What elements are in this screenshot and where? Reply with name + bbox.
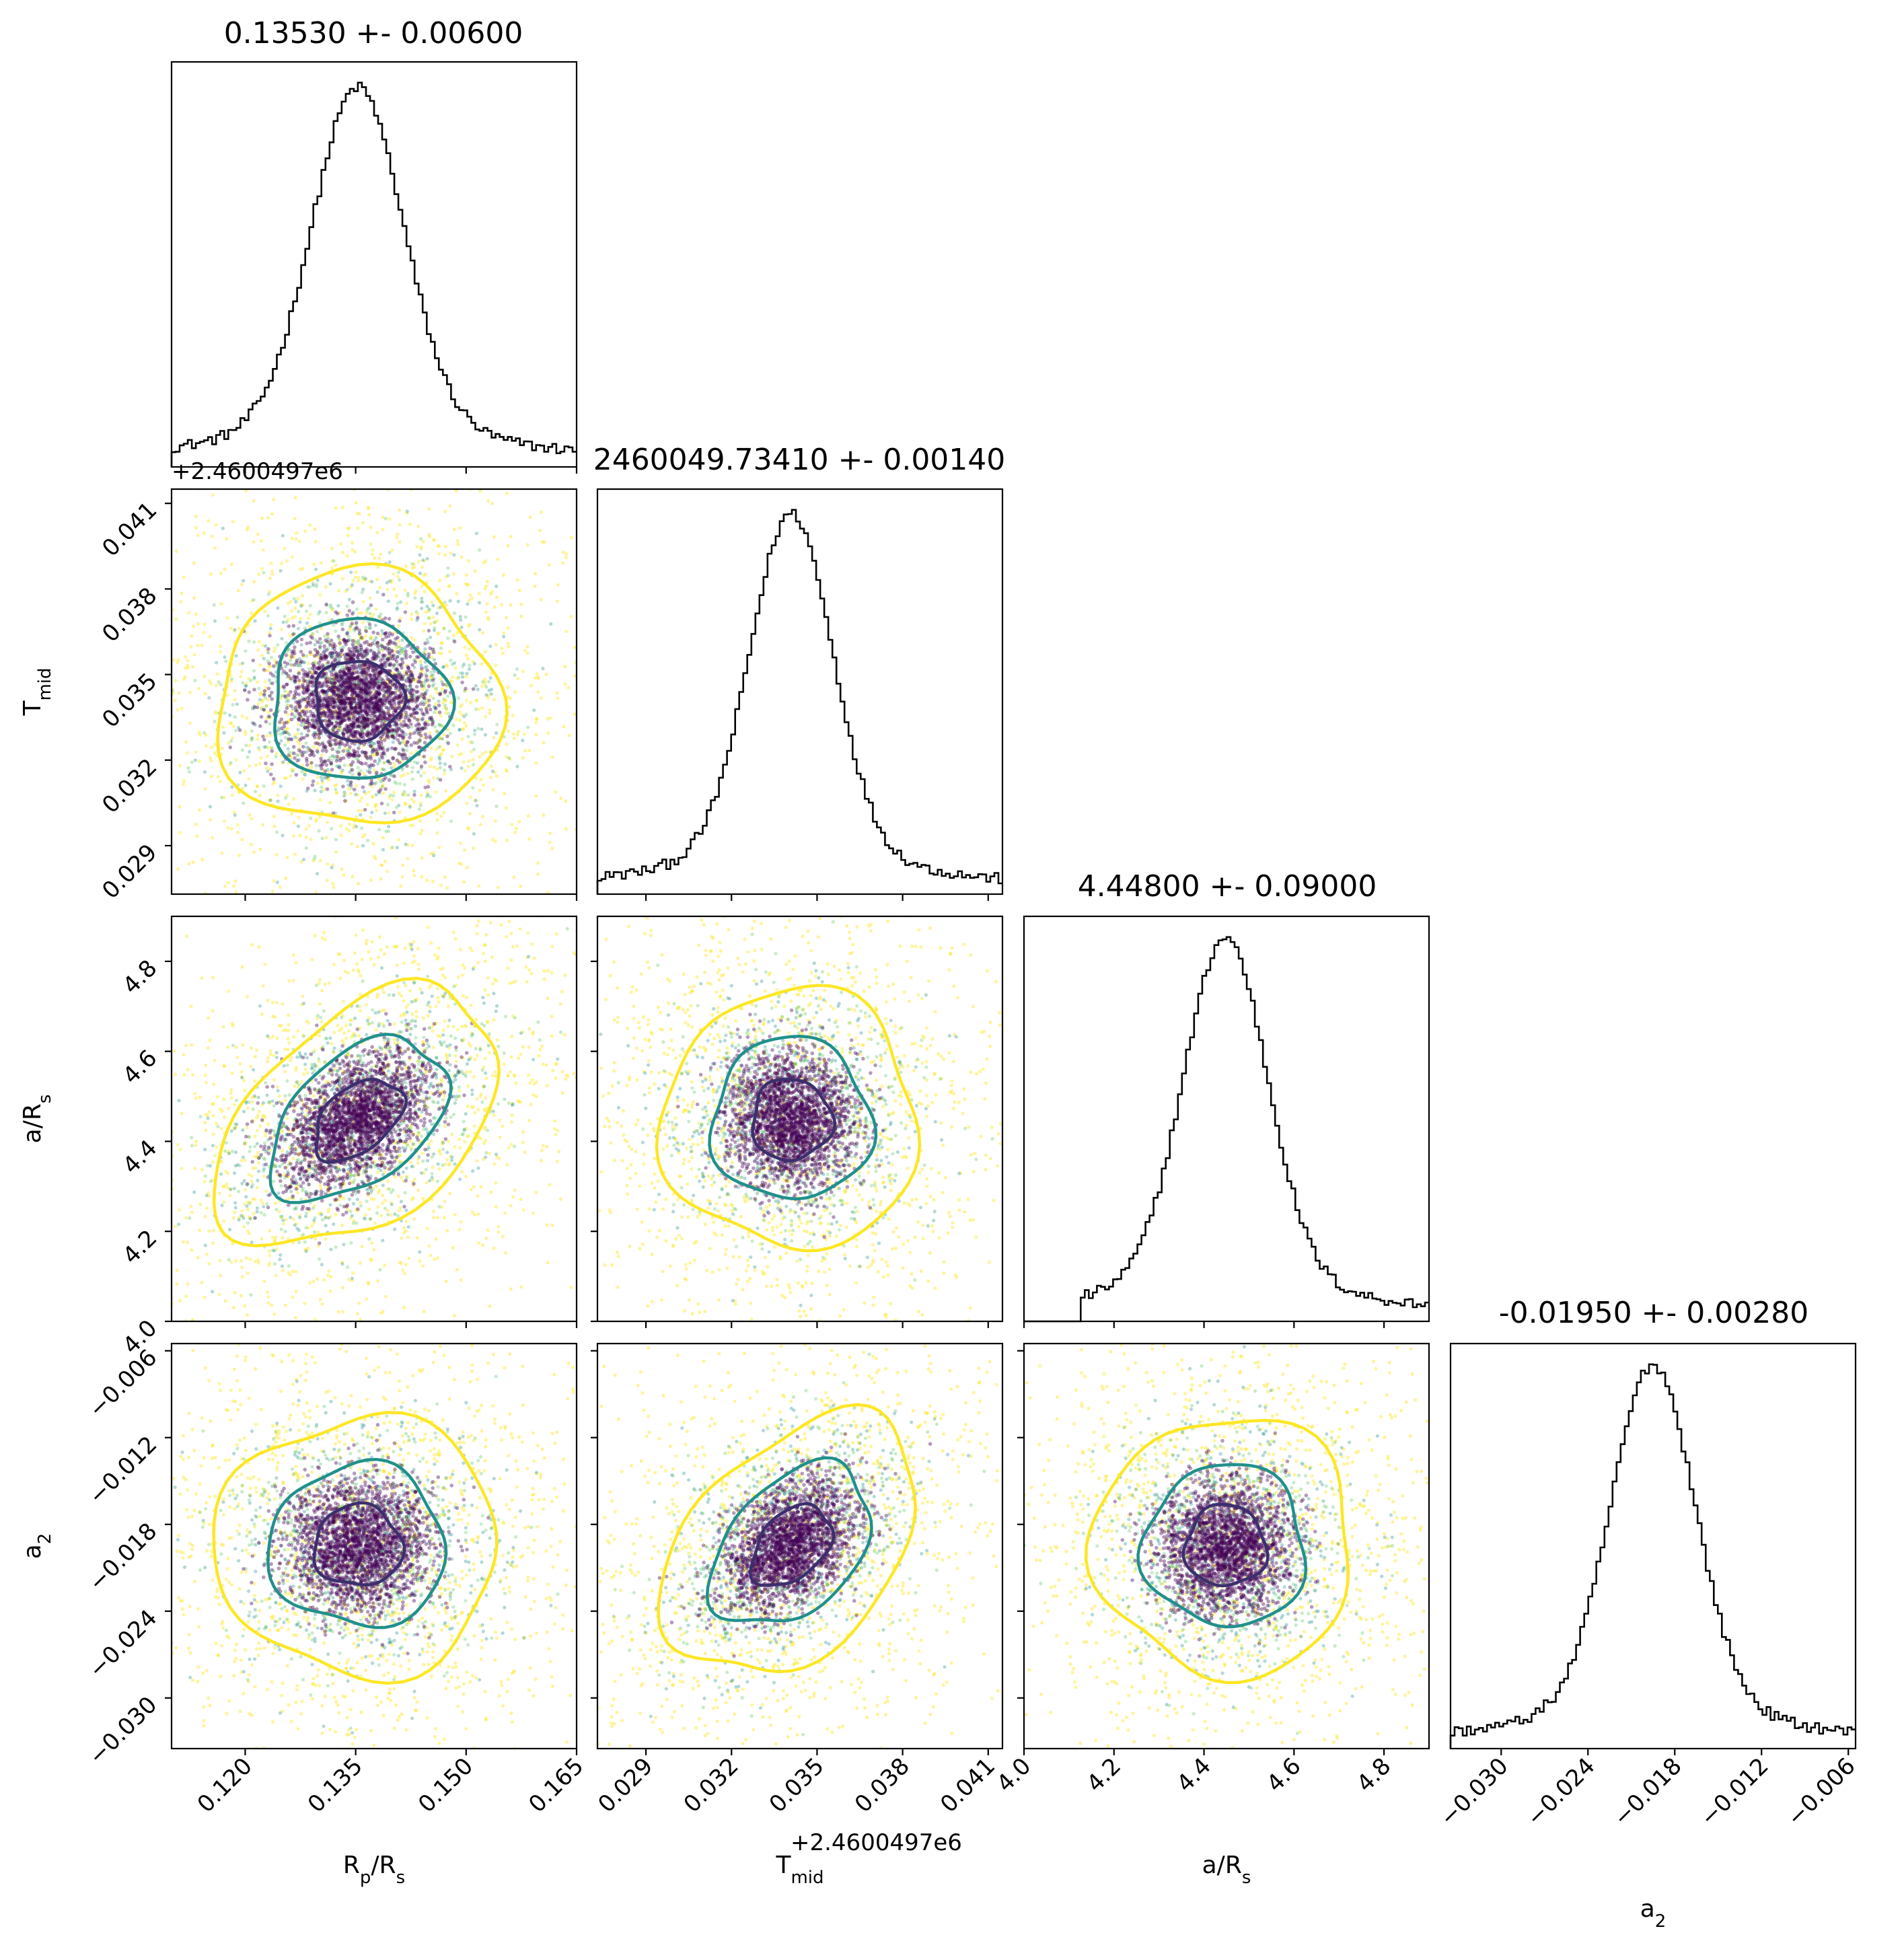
title-tmid: 2460049.73410 +- 0.00140 (593, 443, 1006, 477)
scatter-frame (596, 1342, 1004, 1750)
y-tick-label-a2: −0.018 (83, 1518, 162, 1597)
x-tick-label-tmid: 0.032 (679, 1753, 744, 1818)
x-tick-label-rp: 0.135 (303, 1753, 368, 1818)
contour-3-ars-a2 (1084, 1418, 1350, 1685)
offset-text-tmid-x: +2.4600497e6 (791, 1829, 962, 1856)
contour-3-tmid-ars (655, 984, 922, 1253)
corner-labels: 0.13530 +- 0.00600 2460049.73410 +- 0.00… (19, 16, 1861, 1932)
title-ars: 4.44800 +- 0.09000 (1078, 869, 1377, 904)
title-rp: 0.13530 +- 0.00600 (224, 16, 523, 50)
offset-text-tmid-y: +2.4600497e6 (172, 458, 343, 485)
x-tick-label-a2: −0.030 (1434, 1753, 1513, 1831)
hist-frame-ars (1023, 915, 1430, 1323)
hist-line-a2 (1449, 1363, 1856, 1749)
y-axis-label-ars: a/Rs (19, 1095, 55, 1144)
x-axis-label-ars: a/Rs (1202, 1852, 1251, 1888)
scatter-panel-tmid-ars (596, 915, 1004, 1323)
hist-line-ars (1024, 936, 1429, 1323)
hist-frame-rp (170, 61, 578, 468)
scatter-panel-rp-tmid (170, 488, 578, 895)
scatter-frame (170, 1342, 578, 1750)
x-tick-label-tmid: 0.029 (593, 1753, 658, 1818)
contour-1-rp-tmid (314, 659, 408, 743)
x-tick-label-tmid: 0.035 (764, 1753, 830, 1818)
scatter-frame (170, 488, 578, 895)
y-axis-label-a2: a2 (19, 1533, 55, 1560)
contour-1-ars-a2 (1181, 1502, 1270, 1588)
y-tick-label-tmid: 0.032 (97, 754, 162, 819)
contour-2-rp-a2 (266, 1457, 448, 1629)
title-a2: -0.01950 +- 0.00280 (1499, 1296, 1809, 1330)
contour-3-tmid-a2 (657, 1403, 917, 1674)
hist-panel-tmid (596, 488, 1004, 895)
x-axis-label-tmid: Tmid (775, 1852, 823, 1888)
contour-2-tmid-a2 (705, 1456, 873, 1623)
y-tick-label-ars: 4.4 (118, 1134, 163, 1179)
x-tick-label-ars: 4.6 (1261, 1753, 1307, 1798)
contour-3-rp-a2 (212, 1411, 499, 1685)
x-tick-label-ars: 4.0 (992, 1753, 1037, 1798)
x-axis-label-a2: a2 (1640, 1895, 1667, 1932)
x-tick-label-ars: 4.4 (1171, 1753, 1216, 1798)
y-tick-label-tmid: 0.038 (97, 582, 162, 647)
scatter-panel-tmid-a2 (596, 1342, 1004, 1750)
x-axis-label-rp: Rp/Rs (343, 1852, 405, 1888)
y-tick-label-tmid: 0.041 (97, 497, 162, 562)
y-tick-label-tmid: 0.035 (97, 668, 162, 733)
contour-3-rp-ars (212, 976, 501, 1247)
x-tick-label-a2: −0.012 (1695, 1753, 1773, 1831)
contour-1-rp-ars (314, 1077, 408, 1164)
contour-2-ars-a2 (1136, 1463, 1308, 1629)
x-tick-label-a2: −0.006 (1782, 1753, 1860, 1831)
scatter-panel-ars-a2 (1023, 1342, 1430, 1750)
hist-frame-a2 (1449, 1342, 1857, 1750)
x-tick-label-ars: 4.2 (1082, 1753, 1127, 1798)
x-tick-label-tmid: 0.038 (850, 1753, 915, 1818)
contour-2-rp-tmid (273, 616, 456, 780)
y-axis-label-tmid: Tmid (19, 667, 55, 716)
x-tick-label-a2: −0.024 (1521, 1753, 1600, 1831)
scatter-panel-rp-a2 (170, 1342, 578, 1750)
contour-2-rp-ars (268, 1033, 453, 1204)
x-tick-label-a2: −0.018 (1608, 1753, 1687, 1831)
y-tick-label-ars: 4.2 (118, 1224, 163, 1270)
y-tick-label-tmid: 0.029 (97, 839, 162, 904)
hist-panel-rp (170, 61, 578, 468)
y-tick-label-ars: 4.8 (118, 955, 163, 1000)
y-tick-label-a2: −0.012 (83, 1431, 162, 1510)
hist-line-tmid (596, 509, 1002, 894)
scatter-frame (170, 915, 578, 1323)
x-tick-label-tmid: 0.041 (935, 1753, 1000, 1818)
contour-3-rp-tmid (216, 562, 509, 825)
hist-line-rp (170, 81, 577, 467)
scatter-frame (596, 915, 1004, 1323)
y-tick-label-ars: 4.6 (118, 1045, 163, 1090)
x-tick-label-rp: 0.165 (523, 1753, 589, 1818)
hist-panel-ars (1023, 915, 1430, 1323)
hist-panel-a2 (1449, 1342, 1857, 1750)
x-tick-label-ars: 4.8 (1352, 1753, 1397, 1798)
contour-2-tmid-ars (708, 1035, 878, 1201)
y-tick-label-a2: −0.024 (83, 1605, 162, 1683)
hist-frame-tmid (596, 488, 1004, 895)
x-tick-label-rp: 0.150 (413, 1753, 478, 1818)
contour-1-tmid-ars (751, 1078, 837, 1163)
x-tick-label-rp: 0.120 (192, 1753, 258, 1818)
y-tick-label-a2: −0.006 (83, 1344, 162, 1423)
scatter-panel-rp-ars (170, 915, 578, 1323)
scatter-frame (1023, 1342, 1430, 1750)
contour-1-rp-a2 (312, 1501, 406, 1587)
y-tick-label-a2: −0.030 (83, 1691, 162, 1770)
corner-panels (165, 61, 1857, 1755)
contour-1-tmid-a2 (749, 1502, 836, 1587)
